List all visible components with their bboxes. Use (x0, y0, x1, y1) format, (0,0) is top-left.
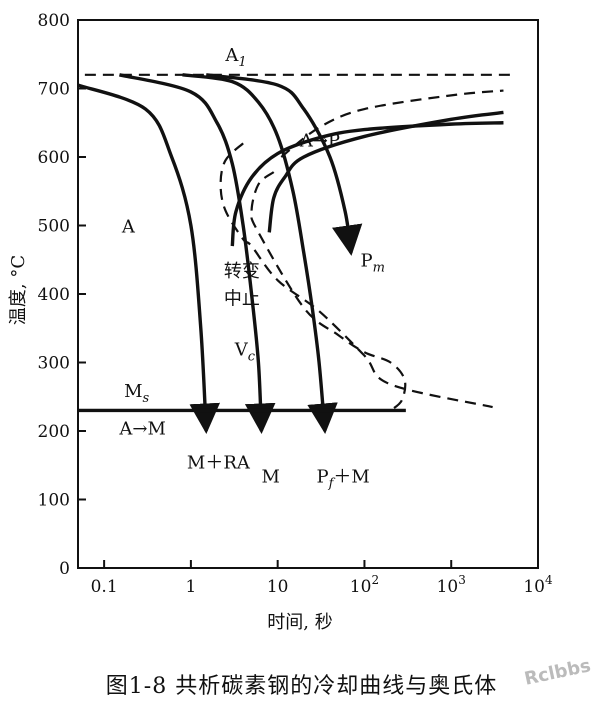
solid-curve-4 (230, 121, 504, 247)
y-tick-label: 700 (38, 80, 70, 100)
annotation-label: Ms (124, 381, 149, 406)
y-tick-label: 0 (59, 559, 70, 579)
y-tick-label: 500 (38, 217, 70, 237)
y-tick-label: 800 (38, 11, 70, 31)
y-axis-label: 温度, °C (8, 255, 29, 325)
annotation-label: M (261, 466, 279, 487)
annotation-label: 中止 (224, 288, 260, 309)
dashed-curve-3 (250, 171, 407, 412)
x-tick-label: 104 (523, 573, 553, 597)
dashed-curve-2 (219, 142, 493, 409)
dashed-curve-1 (280, 89, 504, 158)
solid-curve-9 (205, 73, 363, 256)
y-tick-label: 300 (38, 354, 70, 374)
annotation-label: Pm (360, 251, 384, 276)
annotation-label: A1 (224, 45, 246, 70)
annotation-label: A→M (118, 418, 166, 439)
y-tick-label: 600 (38, 148, 70, 168)
annotation-label: A→P (299, 131, 340, 152)
x-axis-label: 时间, 秒 (267, 612, 332, 633)
figure-caption: 图1-8 共析碳素钢的冷却曲线与奥氏体 (105, 674, 498, 699)
annotation-label: 转变 (224, 261, 260, 282)
x-tick-label: 103 (437, 573, 466, 597)
annotation-label: Pf＋M (316, 466, 369, 491)
solid-curve-8 (182, 73, 338, 435)
annotation-label: Vc (234, 340, 256, 365)
x-tick-label: 10 (267, 577, 289, 597)
ticks-layer: 0 100 200 300 400 500 600 700 800 0.1 1 10 102 103 104 (38, 11, 553, 597)
annotation-label: M＋RA (187, 453, 251, 474)
solid-curve-6 (77, 83, 221, 435)
curves-layer (77, 73, 512, 435)
annotation-label: A (121, 216, 136, 237)
y-tick-label: 100 (38, 491, 70, 511)
chart: 0 100 200 300 400 500 600 700 800 0.1 1 10 102 103 104… (8, 11, 553, 633)
plot-frame (77, 19, 539, 569)
solid-curve-5 (267, 110, 504, 233)
x-tick-label: 1 (185, 577, 196, 597)
y-tick-label: 200 (38, 422, 70, 442)
x-tick-label: 102 (350, 573, 379, 597)
solid-curve-7 (119, 73, 276, 435)
y-tick-label: 400 (38, 285, 70, 305)
x-tick-label: 0.1 (91, 577, 118, 597)
